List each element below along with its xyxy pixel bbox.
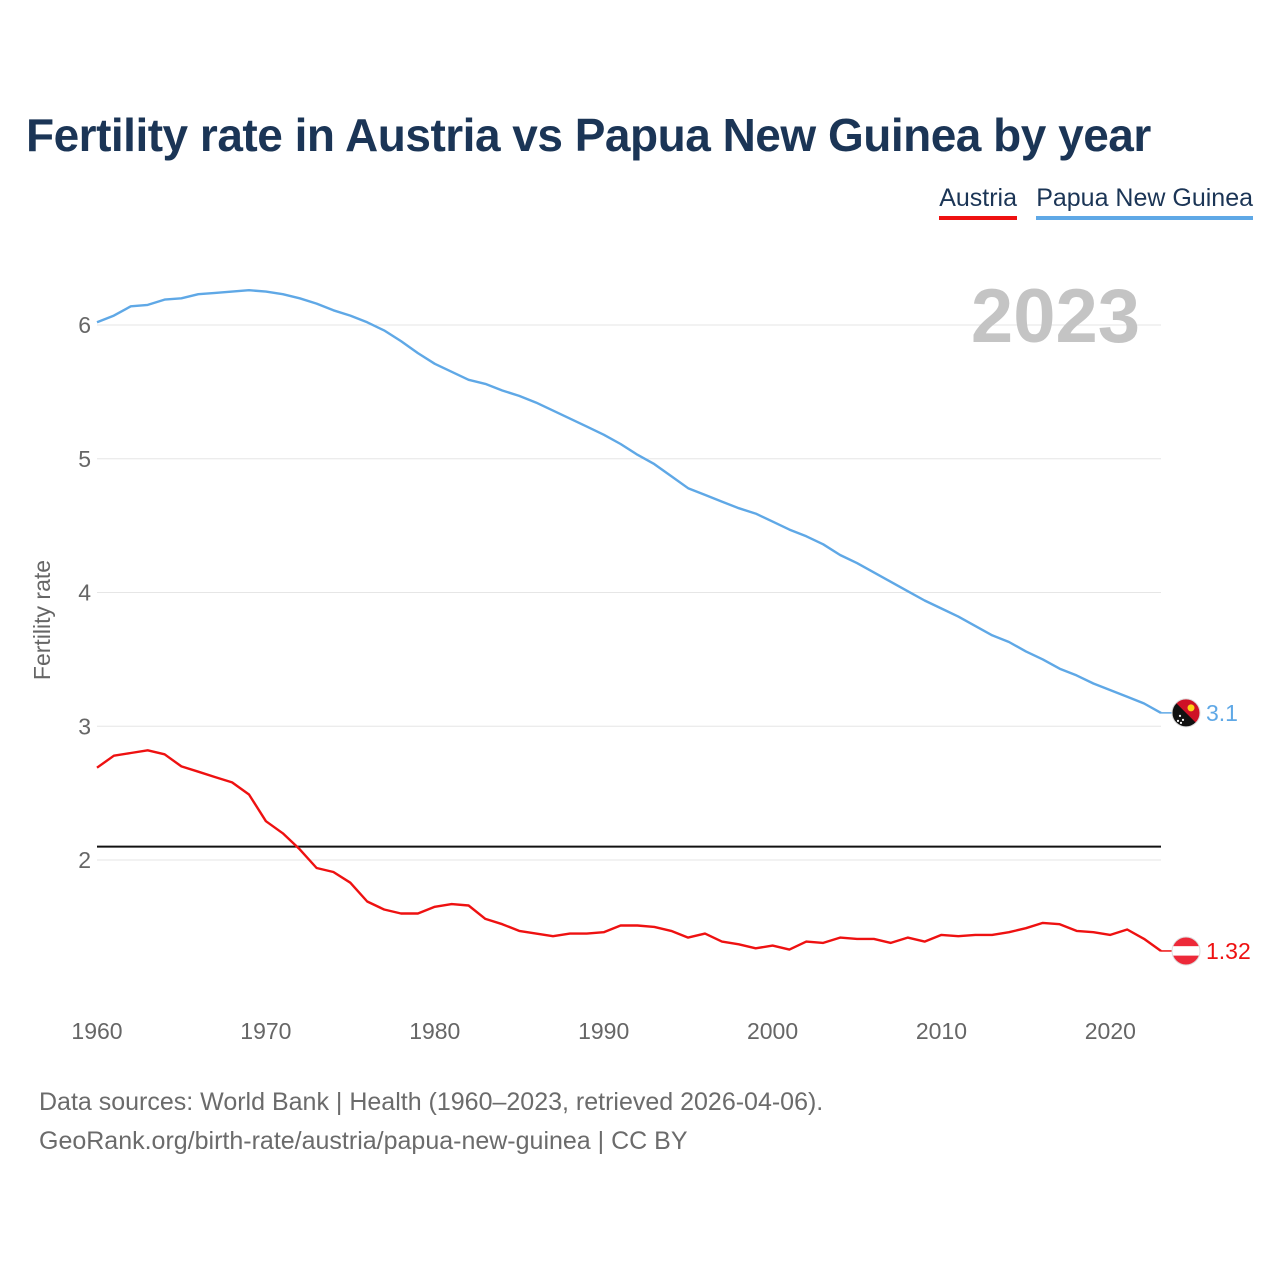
legend-papua-new-guinea[interactable]: Papua New Guinea: [1036, 184, 1253, 220]
series-line-austria[interactable]: [96, 749, 1162, 952]
x-tick-label-2020: 2020: [1085, 1018, 1136, 1044]
y-axis-label: Fertility rate: [29, 560, 55, 680]
flag-papua-new-guinea-icon: [1171, 698, 1201, 728]
series-line-papua-new-guinea[interactable]: [96, 289, 1162, 714]
x-tick-label-1980: 1980: [409, 1018, 460, 1044]
end-value-label-austria: 1.32: [1206, 938, 1251, 964]
y-tick-label-6: 6: [78, 312, 91, 338]
y-tick-label-4: 4: [78, 580, 91, 606]
x-tick-label-1970: 1970: [240, 1018, 291, 1044]
credit-link[interactable]: GeoRank.org/birth-rate/austria/papua-new…: [39, 1127, 688, 1155]
x-tick-label-2000: 2000: [747, 1018, 798, 1044]
legend-austria[interactable]: Austria: [939, 184, 1017, 220]
data-source-note: Data sources: World Bank | Health (1960–…: [39, 1088, 824, 1116]
x-tick-label-2010: 2010: [916, 1018, 967, 1044]
y-tick-label-5: 5: [78, 446, 91, 472]
chart-title: Fertility rate in Austria vs Papua New G…: [26, 109, 1151, 161]
y-tick-label-3: 3: [78, 713, 91, 739]
flag-austria-icon: [1171, 936, 1201, 966]
end-value-label-papua-new-guinea: 3.1: [1206, 700, 1238, 726]
y-tick-label-2: 2: [78, 847, 91, 873]
year-watermark: 2023: [971, 274, 1140, 359]
x-tick-label-1960: 1960: [71, 1018, 122, 1044]
x-tick-label-1990: 1990: [578, 1018, 629, 1044]
